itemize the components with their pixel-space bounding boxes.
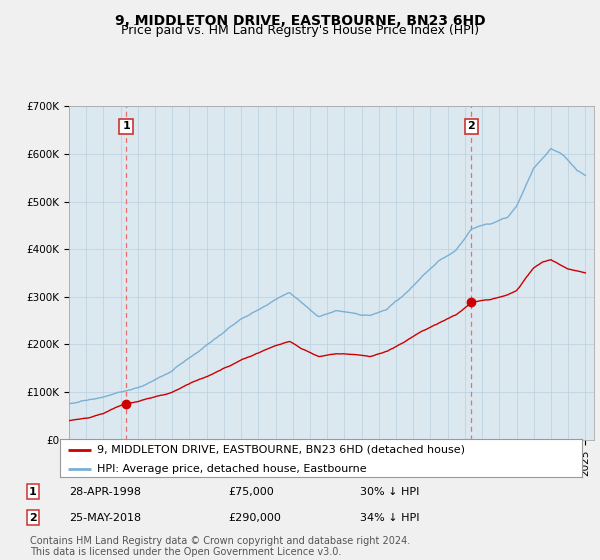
Text: 25-MAY-2018: 25-MAY-2018 bbox=[69, 512, 141, 522]
Text: £290,000: £290,000 bbox=[228, 512, 281, 522]
Text: 9, MIDDLETON DRIVE, EASTBOURNE, BN23 6HD (detached house): 9, MIDDLETON DRIVE, EASTBOURNE, BN23 6HD… bbox=[97, 445, 464, 455]
Text: 1: 1 bbox=[122, 122, 130, 132]
Text: 9, MIDDLETON DRIVE, EASTBOURNE, BN23 6HD: 9, MIDDLETON DRIVE, EASTBOURNE, BN23 6HD bbox=[115, 14, 485, 28]
Text: Price paid vs. HM Land Registry's House Price Index (HPI): Price paid vs. HM Land Registry's House … bbox=[121, 24, 479, 37]
Text: 28-APR-1998: 28-APR-1998 bbox=[69, 487, 141, 497]
Text: 2: 2 bbox=[29, 512, 37, 522]
Text: 1: 1 bbox=[29, 487, 37, 497]
Text: 30% ↓ HPI: 30% ↓ HPI bbox=[360, 487, 419, 497]
Text: £75,000: £75,000 bbox=[228, 487, 274, 497]
Text: 34% ↓ HPI: 34% ↓ HPI bbox=[360, 512, 419, 522]
Text: HPI: Average price, detached house, Eastbourne: HPI: Average price, detached house, East… bbox=[97, 464, 366, 474]
Text: 2: 2 bbox=[467, 122, 475, 132]
Text: Contains HM Land Registry data © Crown copyright and database right 2024.
This d: Contains HM Land Registry data © Crown c… bbox=[30, 535, 410, 557]
